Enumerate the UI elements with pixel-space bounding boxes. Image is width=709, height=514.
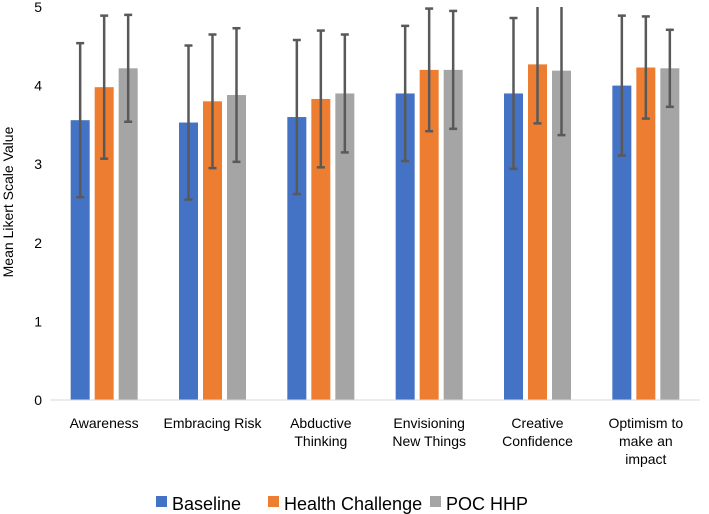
y-tick-label: 1 bbox=[34, 313, 42, 329]
bar-poc-hhp bbox=[660, 68, 680, 401]
bar-baseline bbox=[612, 85, 632, 400]
y-tick-label: 2 bbox=[34, 235, 42, 251]
x-tick-label: Confidence bbox=[502, 433, 573, 449]
x-tick-label: Embracing Risk bbox=[163, 415, 262, 431]
bar-health-challenge bbox=[311, 98, 331, 400]
x-tick-label: New Things bbox=[392, 433, 466, 449]
x-tick-label: Envisioning bbox=[393, 415, 465, 431]
bar-poc-hhp bbox=[227, 95, 246, 401]
bar-health-challenge bbox=[419, 69, 439, 400]
legend-swatch bbox=[430, 496, 441, 507]
error-bars bbox=[76, 7, 674, 201]
x-tick-label: impact bbox=[625, 451, 666, 467]
bar-baseline bbox=[179, 122, 198, 401]
x-tick-label: Thinking bbox=[294, 433, 347, 449]
y-tick-label: 0 bbox=[34, 392, 42, 408]
legend-label: Health Challenge bbox=[284, 494, 422, 514]
bar-poc-hhp bbox=[443, 69, 463, 400]
legend: Baseline Health Challenge POC HHP bbox=[156, 494, 528, 514]
bar-health-challenge bbox=[636, 67, 656, 400]
plot-area bbox=[70, 64, 680, 401]
y-tick-label: 3 bbox=[34, 156, 42, 172]
bar-baseline bbox=[395, 93, 415, 401]
y-axis-title: Mean Likert Scale Value bbox=[0, 126, 16, 277]
legend-label: Baseline bbox=[172, 494, 241, 514]
x-axis: Awareness Embracing Risk Abductive Thinking… bbox=[70, 415, 684, 467]
y-tick-label: 4 bbox=[34, 78, 42, 94]
bar-health-challenge bbox=[203, 101, 222, 400]
x-tick-label: Optimism to bbox=[608, 415, 683, 431]
bar-baseline bbox=[70, 120, 90, 401]
legend-label: POC HHP bbox=[446, 494, 528, 514]
legend-swatch bbox=[156, 496, 167, 507]
y-axis: 0 1 2 3 4 5 bbox=[34, 0, 42, 408]
bar-poc-hhp bbox=[335, 93, 355, 401]
x-tick-label: make an bbox=[619, 433, 673, 449]
x-tick-label: Awareness bbox=[70, 415, 139, 431]
bar-poc-hhp bbox=[118, 68, 138, 401]
x-tick-label: Creative bbox=[511, 415, 563, 431]
bar-baseline bbox=[287, 117, 307, 400]
legend-swatch bbox=[268, 496, 279, 507]
bar-health-challenge bbox=[528, 64, 547, 401]
bar-health-challenge bbox=[94, 87, 114, 400]
bar-baseline bbox=[504, 93, 523, 401]
bar-poc-hhp bbox=[552, 70, 571, 400]
y-tick-label: 5 bbox=[34, 0, 42, 15]
x-tick-label: Abductive bbox=[290, 415, 352, 431]
